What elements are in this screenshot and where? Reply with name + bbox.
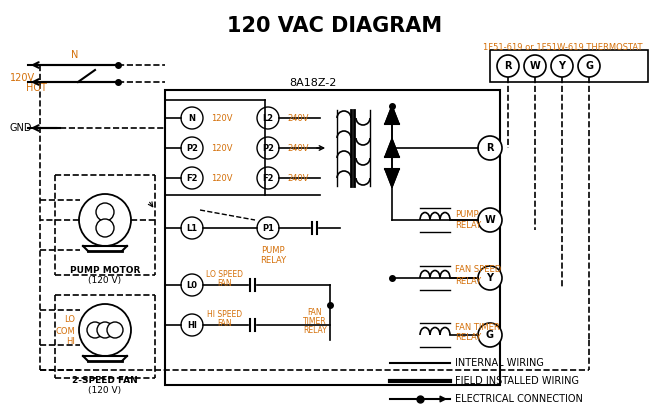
Text: FAN: FAN — [308, 308, 322, 317]
Text: Y: Y — [559, 61, 565, 71]
Circle shape — [181, 107, 203, 129]
Circle shape — [257, 107, 279, 129]
Text: FIELD INSTALLED WIRING: FIELD INSTALLED WIRING — [455, 376, 579, 386]
Text: 120V: 120V — [211, 173, 232, 183]
Text: LO SPEED: LO SPEED — [206, 270, 243, 279]
Text: R: R — [505, 61, 512, 71]
Circle shape — [96, 203, 114, 221]
Text: COM: COM — [55, 328, 75, 336]
Text: 240V: 240V — [287, 143, 309, 153]
Circle shape — [181, 167, 203, 189]
Circle shape — [181, 137, 203, 159]
Circle shape — [257, 137, 279, 159]
Text: (120 V): (120 V) — [88, 276, 121, 285]
Text: INTERNAL WIRING: INTERNAL WIRING — [455, 358, 544, 368]
Circle shape — [497, 55, 519, 77]
Text: RELAY: RELAY — [260, 256, 286, 265]
Circle shape — [478, 136, 502, 160]
Text: W: W — [529, 61, 541, 71]
Bar — [165, 90, 500, 385]
Text: L0: L0 — [186, 280, 198, 290]
Text: FAN SPEED: FAN SPEED — [455, 266, 501, 274]
Text: P1: P1 — [262, 223, 274, 233]
Text: G: G — [585, 61, 593, 71]
Text: L1: L1 — [186, 223, 198, 233]
Text: HI SPEED: HI SPEED — [208, 310, 243, 319]
Circle shape — [181, 274, 203, 296]
Text: RELAY: RELAY — [455, 277, 481, 285]
Circle shape — [478, 266, 502, 290]
Text: F2: F2 — [262, 173, 274, 183]
Text: FAN TIMER: FAN TIMER — [455, 323, 500, 331]
Circle shape — [79, 304, 131, 356]
Circle shape — [96, 219, 114, 237]
Text: 2-SPEED FAN: 2-SPEED FAN — [72, 376, 138, 385]
Text: RELAY: RELAY — [455, 334, 481, 342]
Circle shape — [79, 194, 131, 246]
Text: HOT: HOT — [26, 83, 47, 93]
Text: G: G — [486, 330, 494, 340]
Circle shape — [181, 217, 203, 239]
Text: GND: GND — [10, 123, 33, 133]
Text: 240V: 240V — [287, 173, 309, 183]
Text: 1F51-619 or 1F51W-619 THERMOSTAT: 1F51-619 or 1F51W-619 THERMOSTAT — [483, 42, 643, 52]
Text: FAN: FAN — [218, 279, 232, 288]
Text: W: W — [484, 215, 495, 225]
Text: N: N — [71, 50, 78, 60]
Text: HI: HI — [187, 321, 197, 329]
Text: 120 VAC DIAGRAM: 120 VAC DIAGRAM — [227, 16, 443, 36]
Text: 120V: 120V — [211, 143, 232, 153]
Text: PUMP: PUMP — [261, 246, 285, 255]
Text: R: R — [486, 143, 494, 153]
Circle shape — [87, 322, 103, 338]
Polygon shape — [385, 106, 399, 124]
Circle shape — [578, 55, 600, 77]
Text: 120V: 120V — [10, 73, 35, 83]
Circle shape — [524, 55, 546, 77]
Circle shape — [478, 323, 502, 347]
Text: N: N — [188, 114, 196, 122]
Text: RELAY: RELAY — [455, 220, 481, 230]
Text: 8A18Z-2: 8A18Z-2 — [289, 78, 336, 88]
Circle shape — [478, 208, 502, 232]
Text: L2: L2 — [263, 114, 273, 122]
Circle shape — [97, 322, 113, 338]
Circle shape — [107, 322, 123, 338]
Text: PUMP MOTOR: PUMP MOTOR — [70, 266, 140, 275]
Text: ELECTRICAL CONNECTION: ELECTRICAL CONNECTION — [455, 394, 583, 404]
Text: P2: P2 — [186, 143, 198, 153]
Polygon shape — [385, 169, 399, 187]
Circle shape — [181, 314, 203, 336]
Circle shape — [257, 167, 279, 189]
Polygon shape — [385, 139, 399, 157]
Text: RELAY: RELAY — [303, 326, 327, 335]
Text: Y: Y — [486, 273, 494, 283]
Text: 240V: 240V — [287, 114, 309, 122]
Text: FAN: FAN — [218, 319, 232, 328]
Text: LO: LO — [64, 316, 75, 324]
Text: PUMP: PUMP — [455, 210, 478, 218]
Circle shape — [551, 55, 573, 77]
Text: HI: HI — [66, 337, 75, 347]
Text: P2: P2 — [262, 143, 274, 153]
Text: (120 V): (120 V) — [88, 386, 121, 395]
Text: 120V: 120V — [211, 114, 232, 122]
Circle shape — [257, 217, 279, 239]
Text: F2: F2 — [186, 173, 198, 183]
Text: TIMER: TIMER — [304, 317, 327, 326]
Bar — [490, 50, 648, 82]
